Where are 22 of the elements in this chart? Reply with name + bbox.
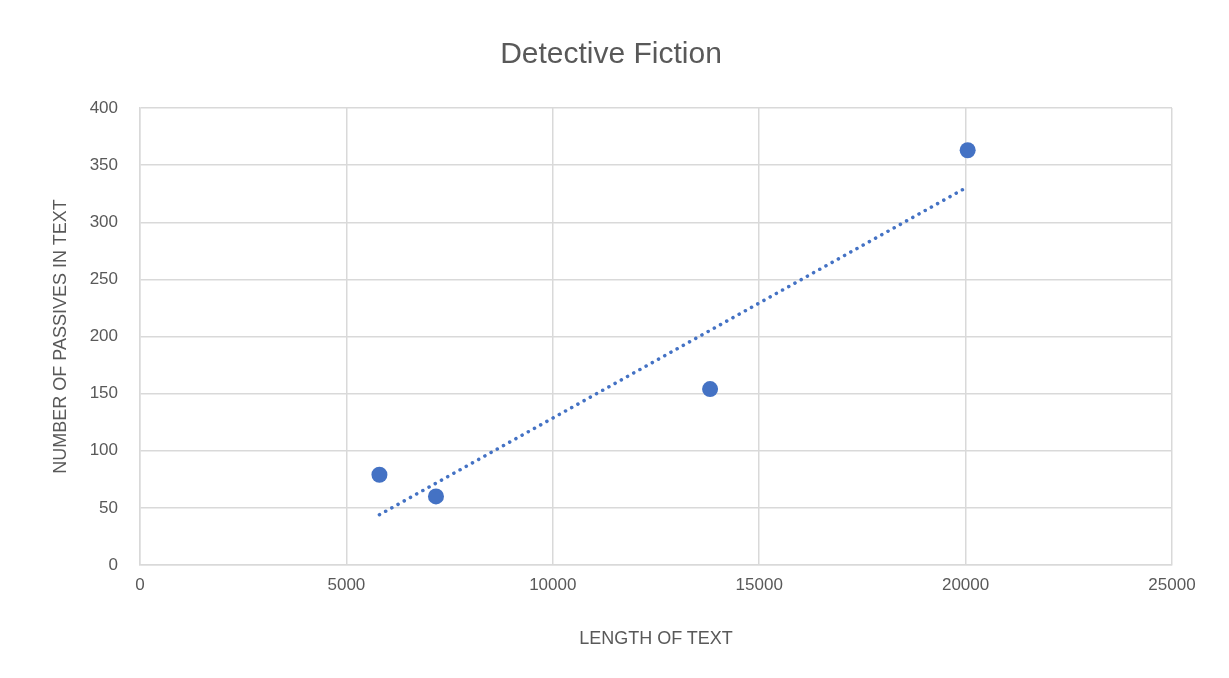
y-tick-label: 250: [89, 269, 118, 289]
x-tick-label: 20000: [941, 574, 990, 594]
point: [702, 381, 719, 398]
y-axis-title: NUMBER OF PASSIVES IN TEXT: [49, 199, 70, 474]
point: [371, 466, 388, 483]
y-tick-label: 200: [89, 326, 118, 346]
x-tick-label: 15000: [735, 574, 783, 594]
y-tick-label: 0: [108, 554, 118, 574]
y-tick-label: 100: [89, 440, 118, 460]
x-tick-label: 10000: [529, 574, 577, 594]
point: [959, 142, 976, 159]
y-tick-label: 350: [89, 154, 118, 174]
y-tick-label: 50: [99, 497, 118, 517]
y-tick-label: 400: [89, 97, 118, 117]
x-tick-label: 25000: [1148, 574, 1196, 594]
point: [427, 488, 444, 505]
x-tick-label: 0: [135, 574, 145, 594]
x-tick-label: 5000: [327, 574, 366, 594]
y-tick-label: 150: [89, 383, 118, 403]
y-tick-label: 300: [89, 211, 118, 231]
chart-title: Detective Fiction: [500, 36, 722, 70]
x-axis-title: LENGTH OF TEXT: [579, 628, 733, 649]
